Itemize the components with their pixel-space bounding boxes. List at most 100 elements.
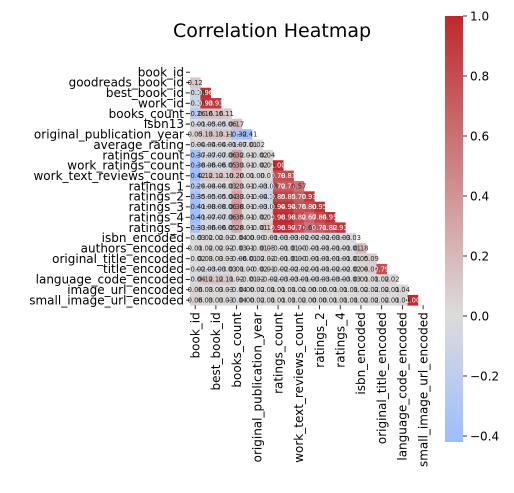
colorbar-tick-label: 0.0 <box>470 309 489 323</box>
heatmap-cell-r14-c9 <box>283 212 294 223</box>
heatmap-cell-r22-c15 <box>345 294 357 306</box>
cell-annotation-r10-c9: 0.81 <box>281 172 296 180</box>
heatmap-cell-r19-c1 <box>200 263 212 275</box>
cell-annotation-r22-c7: 0.01 <box>260 296 275 304</box>
cell-annotation-r22-c3: 0.03 <box>219 296 234 304</box>
cell-annotations: 0.12−0.100.96−0.100.930.93−0.260.160.160… <box>185 79 421 305</box>
cell-annotation-r17-c3: 0.02 <box>219 245 234 253</box>
heatmap-cell-r12-c1 <box>200 191 212 202</box>
heatmap-cell-r19-c14 <box>335 263 346 275</box>
cell-annotation-r9-c1: −0.06 <box>195 162 216 170</box>
heatmap-cell-r21-c12 <box>314 284 325 296</box>
heatmap-cell-r4-c3 <box>221 108 232 120</box>
heatmap-cell-r22-c14 <box>335 294 346 306</box>
heatmap-cell-r21-c10 <box>293 284 305 296</box>
heatmap-cell-r13-c3 <box>221 201 232 213</box>
cell-annotation-r14-c10: 0.82 <box>291 214 306 222</box>
cell-annotation-r10-c2: 0.12 <box>208 172 223 180</box>
heatmap-cell-r10-c1 <box>200 170 212 182</box>
heatmap-cell-r19-c9 <box>283 263 294 275</box>
heatmap-cell-r19-c13 <box>324 263 336 275</box>
heatmap-cell-r20-c17 <box>366 274 377 285</box>
cell-annotation-r20-c2: 0.12 <box>208 276 223 284</box>
heatmap-cell-r5-c4 <box>231 118 243 130</box>
heatmap-cell-r19-c16 <box>355 263 367 275</box>
cell-annotation-r20-c14: −0.03 <box>330 276 351 284</box>
colorbar-tick-label: 0.6 <box>470 129 489 143</box>
heatmap-cell-r10-c4 <box>231 170 243 182</box>
heatmap-cell-r21-c17 <box>366 284 377 296</box>
cell-annotation-r20-c15: −0.03 <box>340 276 361 284</box>
heatmap-cell-r18-c4 <box>231 253 243 265</box>
heatmap-cell-r22-c20 <box>397 294 408 306</box>
cell-annotation-r12-c10: 0.70 <box>291 193 306 201</box>
colorbar-tick-label: 0.2 <box>470 249 489 263</box>
heatmap-cell-r20-c5 <box>241 274 253 285</box>
heatmap-cell-r12-c3 <box>221 191 232 202</box>
heatmap-cell-r10-c6 <box>252 170 263 182</box>
cell-annotation-r20-c3: 0.11 <box>219 276 234 284</box>
row-tick-label: original_publication_year <box>34 128 184 142</box>
cell-annotation-r15-c0: −0.33 <box>185 224 206 232</box>
heatmap-cell-r18-c6 <box>252 253 263 265</box>
heatmap-cell-r4-c1 <box>200 108 212 120</box>
heatmap-cell-r16-c5 <box>241 232 253 244</box>
cell-annotation-r22-c2: 0.03 <box>208 296 223 304</box>
cell-annotation-r19-c8: −0.02 <box>268 265 289 273</box>
cell-annotation-r9-c4: 0.33 <box>229 162 244 170</box>
cell-annotation-r8-c6: −0.02 <box>247 151 268 159</box>
heatmap-cell-r3-c2 <box>210 98 222 109</box>
heatmap-cell-r15-c0 <box>190 222 201 234</box>
heatmap-cell-r9-c6 <box>252 160 263 171</box>
heatmap-cell-r17-c0 <box>190 243 201 254</box>
cell-annotation-r8-c4: 0.32 <box>229 151 244 159</box>
cell-annotation-r19-c1: −0.03 <box>195 265 216 273</box>
cell-annotation-r16-c12: −0.02 <box>309 234 330 242</box>
cell-annotation-r14-c8: 0.98 <box>270 214 285 222</box>
heatmap-cell-r2-c0 <box>190 87 201 99</box>
heatmap-cell-r11-c2 <box>210 180 222 192</box>
heatmap-cell-r19-c2 <box>210 263 222 275</box>
cell-annotation-r22-c21: 1.00 <box>405 296 420 304</box>
heatmap-cell-r17-c2 <box>210 243 222 254</box>
heatmap-cell-r9-c4 <box>231 160 243 171</box>
row-tick-label: work_id <box>138 96 184 110</box>
heatmap-cell-r11-c7 <box>262 180 274 192</box>
cell-annotation-r3-c2: 0.93 <box>208 100 223 108</box>
heatmap-cell-r20-c2 <box>210 274 222 285</box>
cell-annotation-r15-c8: 0.96 <box>270 224 285 232</box>
cell-annotation-r11-c10: 0.57 <box>291 182 306 190</box>
heatmap-cell-r20-c13 <box>324 274 336 285</box>
cell-annotation-r13-c11: 0.80 <box>302 203 317 211</box>
cell-annotation-r9-c6: −0.02 <box>247 162 268 170</box>
cell-annotation-r10-c0: −0.42 <box>185 172 206 180</box>
heatmap-cell-r11-c8 <box>272 180 284 192</box>
heatmap-cell-r19-c12 <box>314 263 325 275</box>
cell-annotation-r4-c3: 0.11 <box>219 110 234 118</box>
heatmap-cell-r20-c12 <box>314 274 325 285</box>
heatmap-cell-r18-c0 <box>190 253 201 265</box>
heatmap-cell-r18-c17 <box>366 253 377 265</box>
heatmap-cell-r19-c7 <box>262 263 274 275</box>
heatmap-cell-r14-c12 <box>314 212 325 223</box>
cell-annotation-r15-c10: 0.76 <box>291 224 306 232</box>
cell-annotation-r10-c7: 0.01 <box>260 172 275 180</box>
heatmap-cell-r8-c4 <box>231 149 243 161</box>
column-tick-labels: book_id best_book_id books_count original_p… <box>188 305 430 467</box>
heatmap-cell-r20-c8 <box>272 274 284 285</box>
colorbar-tick-label: −0.2 <box>470 369 499 383</box>
cell-annotation-r22-c17: 0.02 <box>364 296 379 304</box>
heatmap-cell-r16-c11 <box>303 232 315 244</box>
cell-annotation-r13-c8: 0.94 <box>270 203 285 211</box>
heatmap-cell-r13-c4 <box>231 201 243 213</box>
colorbar-tick-label: 0.8 <box>470 69 489 83</box>
row-tick-label: work_ratings_count <box>67 159 184 173</box>
heatmap-cell-r20-c4 <box>231 274 243 285</box>
heatmap-cell-r15-c8 <box>272 222 284 234</box>
heatmap-cell-r21-c3 <box>221 284 232 296</box>
cell-annotation-r6-c5: −0.41 <box>237 131 258 139</box>
cell-annotation-r4-c0: −0.26 <box>185 110 206 118</box>
cell-annotation-r16-c6: 0.00 <box>250 234 265 242</box>
heatmap-cell-r14-c4 <box>231 212 243 223</box>
colorbar-tick-label: 1.0 <box>470 9 489 23</box>
